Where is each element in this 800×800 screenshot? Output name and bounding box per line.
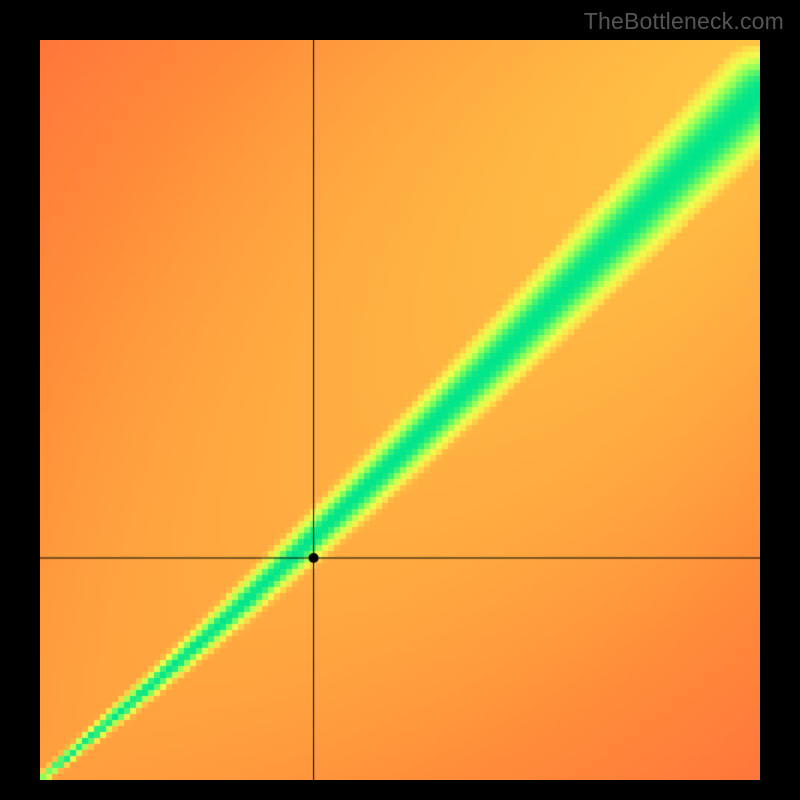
watermark-text: TheBottleneck.com xyxy=(584,8,784,35)
bottleneck-heatmap xyxy=(40,40,760,780)
